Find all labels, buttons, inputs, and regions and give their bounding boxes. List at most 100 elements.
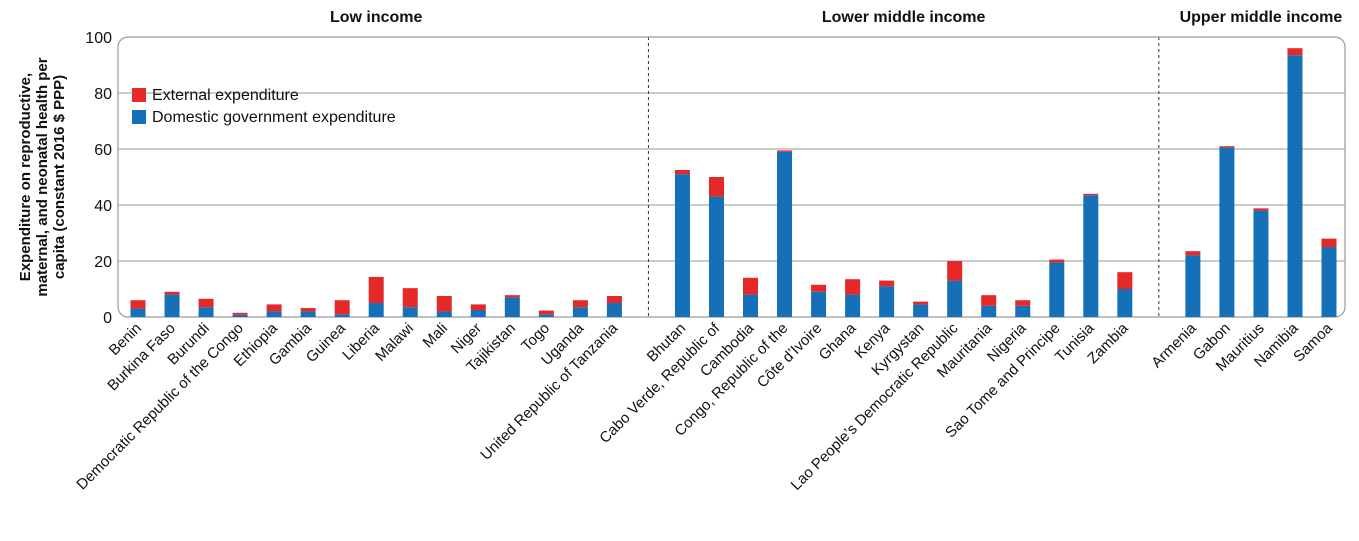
bar-domestic bbox=[1049, 262, 1065, 317]
y-axis-label-line: maternal, and neonatal health per bbox=[34, 57, 51, 296]
bar-external bbox=[606, 296, 622, 303]
bar-domestic bbox=[981, 305, 997, 317]
y-tick-labels: 0 20 40 60 80 100 bbox=[85, 30, 112, 327]
legend-label-domestic: Domestic government expenditure bbox=[152, 109, 396, 126]
bar-external bbox=[1117, 272, 1133, 289]
bar-external bbox=[402, 288, 418, 308]
plot-frame bbox=[117, 36, 1346, 318]
x-tick-label: Mali bbox=[420, 320, 451, 351]
gridlines bbox=[118, 92, 1345, 262]
bar-domestic bbox=[300, 311, 316, 317]
bar-domestic bbox=[947, 280, 963, 317]
bar-domestic bbox=[1287, 55, 1303, 317]
bar-external bbox=[879, 280, 895, 287]
bar-domestic bbox=[879, 286, 895, 317]
bar-external bbox=[164, 291, 180, 295]
bar-domestic bbox=[368, 303, 384, 317]
group-labels: Low income Lower middle income Upper middl… bbox=[330, 9, 1342, 26]
bar-external bbox=[1083, 193, 1099, 196]
y-axis-label: Expenditure on reproductive,maternal, an… bbox=[17, 57, 68, 296]
x-tick-label: Armenia bbox=[1148, 319, 1200, 371]
bar-external bbox=[1049, 259, 1065, 263]
bar-domestic bbox=[470, 310, 486, 317]
bar-external bbox=[1219, 146, 1235, 148]
bar-domestic bbox=[1253, 210, 1269, 317]
bar-domestic bbox=[674, 174, 690, 317]
x-tick-label: Samoa bbox=[1290, 319, 1336, 365]
bar-external bbox=[708, 177, 724, 197]
y-tick-label: 40 bbox=[94, 198, 112, 215]
x-tick-label: Malawi bbox=[372, 320, 417, 365]
bar-external bbox=[368, 276, 384, 303]
bar-external bbox=[504, 295, 520, 298]
bar-external bbox=[1015, 300, 1031, 306]
bar-external bbox=[572, 300, 588, 308]
bar-domestic bbox=[164, 294, 180, 317]
bar-external bbox=[1321, 238, 1337, 247]
bar-domestic bbox=[743, 294, 759, 317]
income-group-dividers bbox=[647, 37, 1160, 317]
bar-domestic bbox=[504, 297, 520, 317]
bar-domestic bbox=[777, 151, 793, 317]
bar-external bbox=[300, 308, 316, 312]
bar-domestic bbox=[606, 303, 622, 317]
bar-external bbox=[947, 261, 963, 281]
bar-domestic bbox=[436, 311, 452, 317]
bar-domestic bbox=[811, 291, 827, 317]
bar-domestic bbox=[708, 196, 724, 317]
bar-external bbox=[811, 284, 827, 292]
bar-domestic bbox=[198, 307, 214, 317]
y-tick-label: 20 bbox=[94, 254, 112, 271]
y-tick-label: 0 bbox=[103, 310, 112, 327]
group-label: Upper middle income bbox=[1180, 9, 1343, 26]
bar-domestic bbox=[1321, 247, 1337, 317]
bar-external bbox=[1287, 48, 1303, 56]
bar-domestic bbox=[1117, 289, 1133, 317]
bar-external bbox=[674, 170, 690, 175]
bars bbox=[130, 48, 1337, 317]
bar-external bbox=[198, 298, 214, 308]
bar-domestic bbox=[334, 314, 350, 317]
y-axis-label-line: capita (constant 2016 $ PPP) bbox=[51, 75, 68, 279]
bar-external bbox=[470, 304, 486, 310]
bar-external bbox=[845, 279, 861, 295]
bar-external bbox=[232, 312, 248, 315]
x-tick-label: Guinea bbox=[303, 319, 350, 366]
bar-external bbox=[743, 277, 759, 295]
bar-external bbox=[777, 150, 793, 152]
bar-domestic bbox=[232, 314, 248, 317]
bar-domestic bbox=[1185, 255, 1201, 317]
bar-domestic bbox=[1219, 147, 1235, 317]
legend-swatch-external bbox=[132, 88, 146, 102]
group-label: Low income bbox=[330, 9, 423, 26]
bar-external bbox=[266, 304, 282, 312]
bar-domestic bbox=[1015, 305, 1031, 317]
bar-external bbox=[1185, 251, 1201, 256]
y-tick-label: 80 bbox=[94, 86, 112, 103]
y-axis-label-line: Expenditure on reproductive, bbox=[17, 73, 34, 281]
bar-external bbox=[981, 295, 997, 306]
bar-external bbox=[130, 300, 146, 309]
y-tick-label: 60 bbox=[94, 142, 112, 159]
bar-domestic bbox=[845, 294, 861, 317]
x-tick-label: Ghana bbox=[816, 319, 860, 363]
bar-external bbox=[334, 300, 350, 315]
bar-external bbox=[913, 301, 929, 305]
bar-external bbox=[436, 296, 452, 312]
bar-domestic bbox=[266, 311, 282, 317]
bar-domestic bbox=[572, 307, 588, 317]
bar-domestic bbox=[1083, 195, 1099, 317]
legend-label-external: External expenditure bbox=[152, 87, 299, 104]
legend: External expenditure Domestic government … bbox=[132, 87, 396, 126]
legend-swatch-domestic bbox=[132, 110, 146, 124]
y-tick-label: 100 bbox=[85, 30, 112, 47]
bar-domestic bbox=[538, 314, 554, 317]
bar-external bbox=[538, 310, 554, 315]
group-label: Lower middle income bbox=[822, 9, 986, 26]
bar-external bbox=[1253, 208, 1269, 211]
bar-domestic bbox=[402, 307, 418, 317]
bar-domestic bbox=[913, 304, 929, 317]
bar-domestic bbox=[130, 308, 146, 317]
